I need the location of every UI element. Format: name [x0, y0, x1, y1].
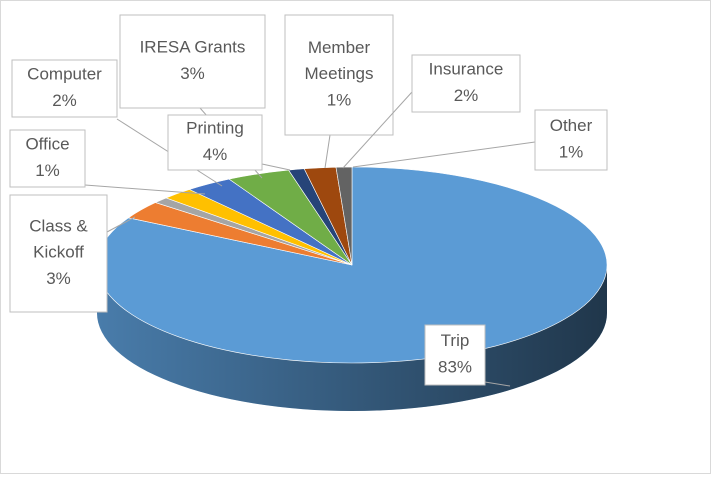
- value-label: 1%: [327, 90, 352, 109]
- category-label: Computer: [27, 65, 102, 84]
- category-label: Class & Kickoff: [29, 217, 88, 262]
- leader-line: [342, 91, 413, 169]
- value-label: 4%: [203, 145, 228, 164]
- callout-box: [411, 54, 521, 113]
- leader-line: [261, 163, 291, 171]
- callout-box: [9, 129, 86, 188]
- leader-line: [106, 216, 136, 233]
- callout-box: [424, 324, 486, 386]
- category-label: Insurance: [429, 60, 504, 79]
- callout-box: [9, 194, 108, 313]
- callout-box: [284, 14, 394, 136]
- callout-box: [167, 114, 263, 171]
- value-label: 3%: [180, 64, 205, 83]
- value-label: 2%: [454, 86, 479, 105]
- category-label: IRESA Grants: [140, 38, 246, 57]
- callout-box: [11, 59, 118, 118]
- category-label: Printing: [186, 119, 244, 138]
- value-label: 1%: [35, 161, 60, 180]
- callout-box: [534, 109, 608, 171]
- value-label: 83%: [438, 357, 472, 376]
- category-label: Trip: [441, 331, 470, 350]
- value-label: 3%: [46, 269, 71, 288]
- category-label: Office: [25, 135, 69, 154]
- value-label: 1%: [559, 142, 584, 161]
- leader-line: [324, 134, 331, 169]
- leader-line: [84, 184, 206, 195]
- category-label: Member Meetings: [305, 38, 374, 83]
- leader-line: [484, 381, 511, 387]
- category-label: Other: [550, 116, 593, 135]
- leader-line: [352, 141, 536, 168]
- value-label: 2%: [52, 91, 77, 110]
- callout-box: [119, 14, 266, 109]
